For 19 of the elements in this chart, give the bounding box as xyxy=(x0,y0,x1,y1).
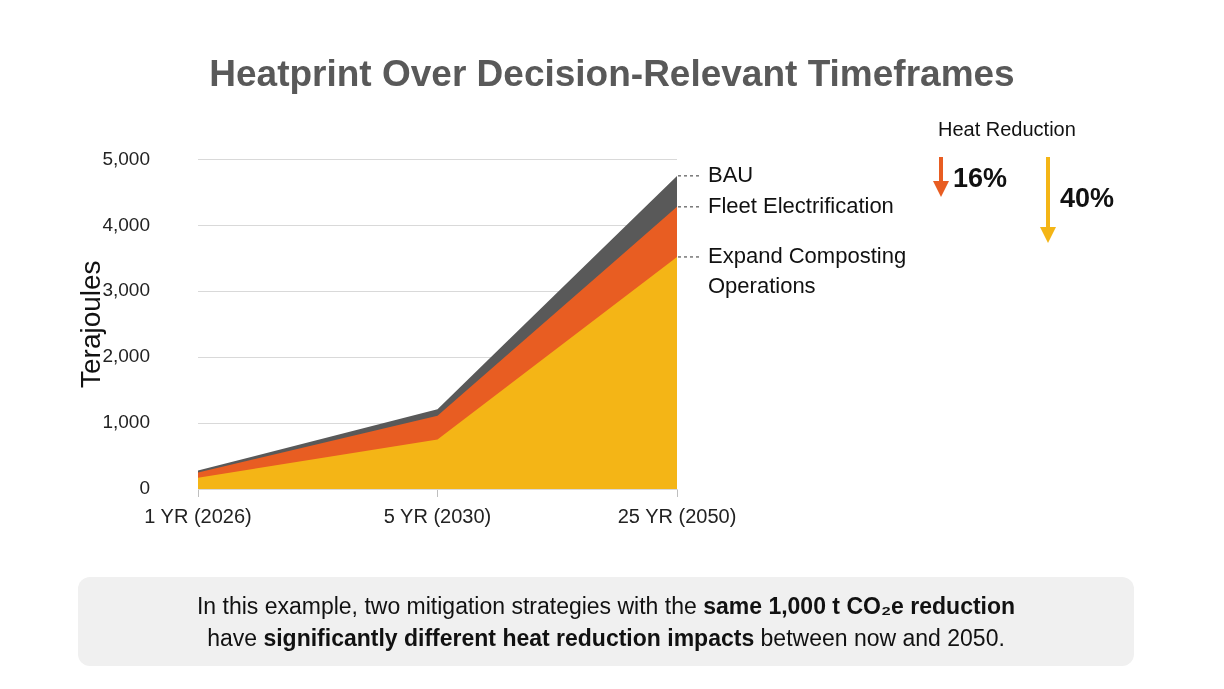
y-tick-label: 1,000 xyxy=(102,411,150,433)
y-tick-label: 0 xyxy=(139,477,150,499)
text: In this example, two mitigation strategies with the xyxy=(196,592,697,619)
series-label: Expand Composting Operations xyxy=(708,243,907,299)
chart-title: Heatprint Over Decision-Relevant Timeframes xyxy=(208,52,1016,96)
text: same 1,000 t CO₂e reduction xyxy=(703,592,1016,619)
text: 16% xyxy=(953,162,1008,194)
text: Heat Reduction xyxy=(938,118,1076,141)
text: significantly different heat reduction impacts xyxy=(263,624,755,651)
x-tick-label: 5 YR (2030) xyxy=(383,504,492,527)
series-label: BAU xyxy=(708,161,754,187)
y-tick-label: 4,000 xyxy=(102,213,150,235)
x-tick-label: 25 YR (2050) xyxy=(617,504,737,527)
text: 40% xyxy=(1060,182,1115,214)
text: have xyxy=(207,624,258,651)
y-tick-label: 5,000 xyxy=(102,147,150,169)
x-tick-label: 1 YR (2026) xyxy=(144,504,252,527)
text: between now and 2050. xyxy=(760,624,1005,651)
series-label: Fleet Electrification xyxy=(708,192,894,218)
